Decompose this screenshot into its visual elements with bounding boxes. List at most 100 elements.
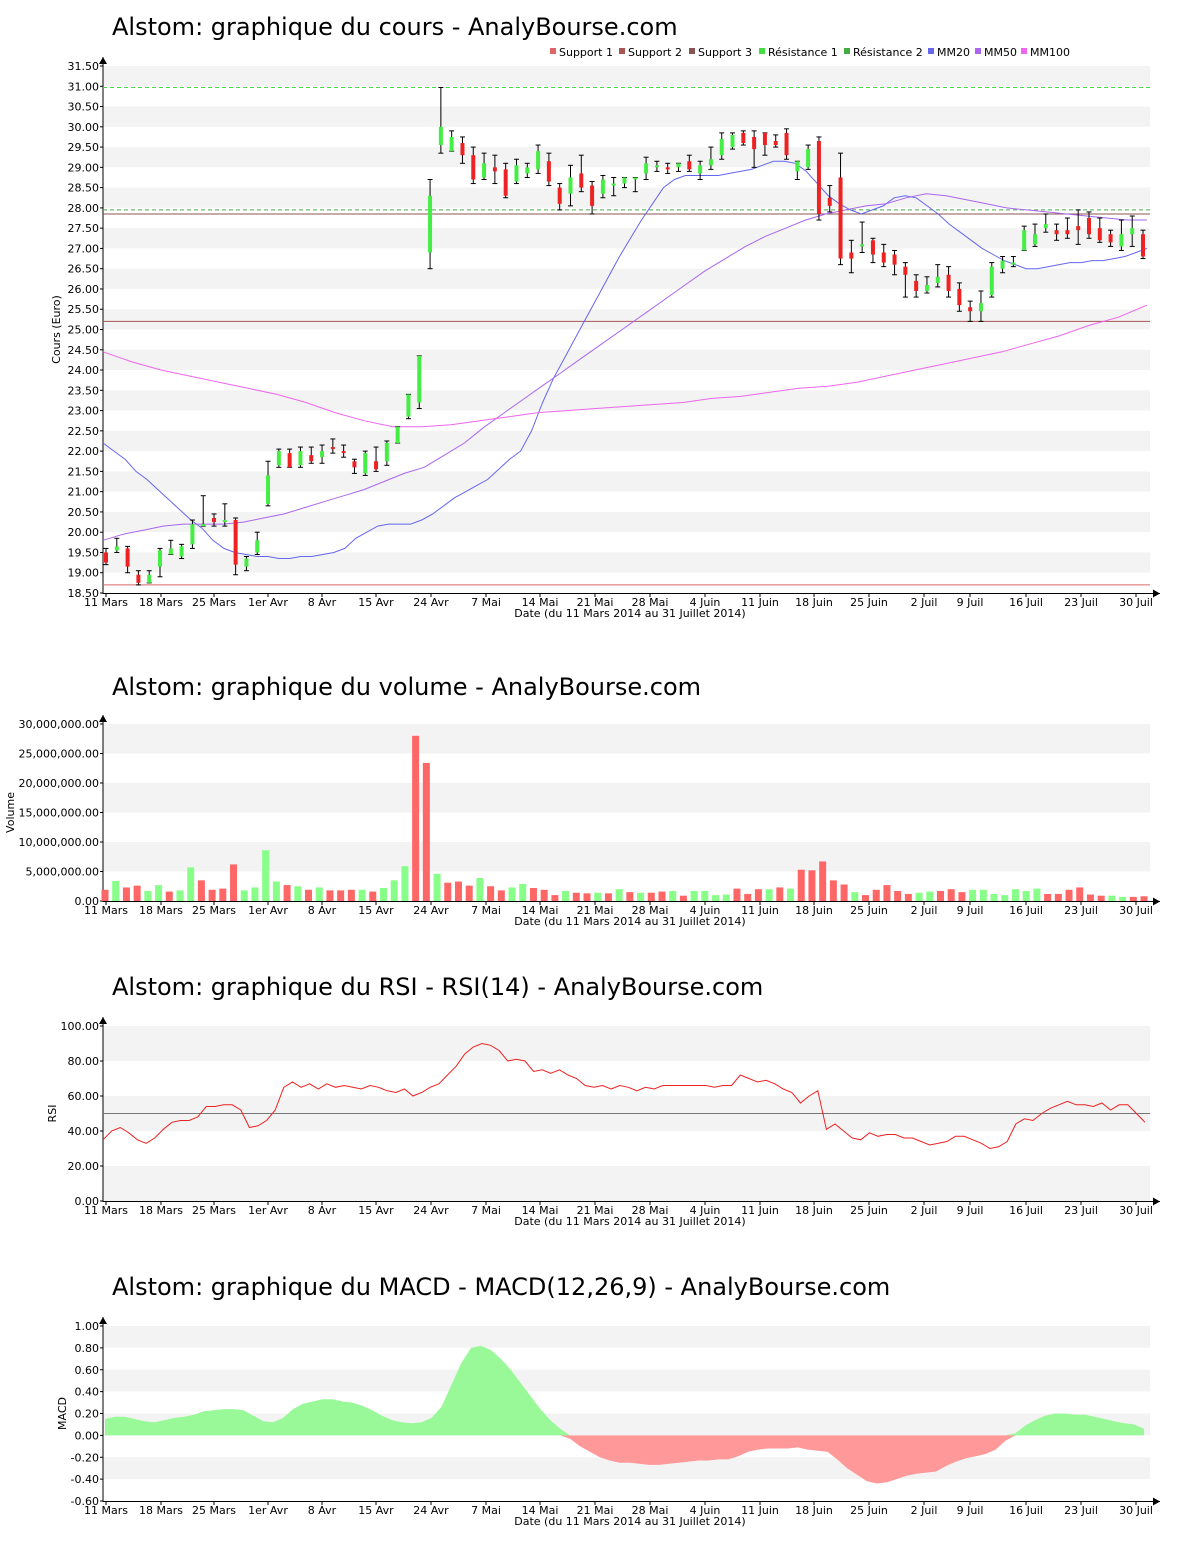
x-tick-label: 2 Juil [911,596,938,609]
candle-body [665,167,670,170]
volume-bar [315,887,323,901]
candle-body [406,394,411,417]
candle-body [622,177,627,184]
candle-body [978,303,983,312]
volume-bar [862,895,870,901]
candle-body [1086,218,1091,235]
x-axis-arrow [1153,589,1160,598]
volume-bar [444,882,452,901]
plot-band [103,552,1150,573]
candle-body [752,136,757,150]
x-tick-label: 30 Juil [1119,904,1153,917]
plot-band [103,126,1150,148]
legend-label: MM100 [1030,46,1070,59]
x-tick-label: 18 Mars [139,904,183,917]
x-tick-label: 30 Juil [1119,1504,1153,1517]
candle-body [266,475,271,504]
volume-bar [637,892,645,901]
x-axis-title: Date (du 11 Mars 2014 au 31 Juillet 2014… [514,607,745,620]
volume-bar [583,893,591,901]
y-tick-label: 40.00 [68,1125,100,1138]
volume-bar [101,889,109,901]
legend-swatch [844,48,850,54]
candle-body [849,252,854,259]
x-tick-label: 11 Mars [84,1204,128,1217]
x-tick-label: 30 Juil [1119,1204,1153,1217]
plot-band [103,309,1150,330]
plot-band [103,532,1150,553]
candle-body [1032,234,1037,245]
volume-bar [305,889,313,901]
x-tick-label: 11 Juin [741,1504,779,1517]
y-tick-label: 0.60 [75,1364,100,1377]
volume-bar [744,893,752,901]
plot-band [103,268,1150,289]
candle-body [158,550,163,567]
plot-band [103,228,1150,249]
candle-body [568,177,573,194]
candle-body [935,276,940,283]
x-tick-label: 14 Mai [522,1204,559,1217]
x-tick-label: 14 Mai [522,1504,559,1517]
volume-bar [894,890,902,901]
y-tick-label: 0.40 [75,1386,100,1399]
y-tick-label: 20,000,000.00 [19,777,99,790]
volume-bar [337,890,345,901]
candle-body [676,163,681,168]
x-tick-label: 4 Juin [690,596,721,609]
plot-band [103,753,1150,783]
x-axis-arrow [1153,1497,1160,1506]
rsi-line [102,1042,1146,1150]
x-tick-label: 8 Avr [308,904,337,917]
volume-bar [412,735,420,901]
plot-band [103,842,1150,872]
volume-bar [1011,889,1019,901]
y-tick-label: -0.20 [71,1451,99,1464]
candle-body [428,195,433,253]
x-tick-label: 25 Mars [192,1504,236,1517]
volume-bar [647,892,655,901]
volume-bar [947,889,955,901]
x-tick-label: 25 Juin [850,1504,888,1517]
x-tick-label: 25 Mars [192,596,236,609]
x-axis-title: Date (du 11 Mars 2014 au 31 Juillet 2014… [514,1515,745,1528]
candle-body [946,274,951,291]
legend-swatch [975,48,981,54]
volume-bar [819,861,827,901]
candle-body [687,161,692,170]
volume-bar [422,762,430,901]
x-tick-label: 23 Juil [1064,1204,1098,1217]
candle-body [644,163,649,174]
volume-bar [936,890,944,901]
candle-body [104,552,108,563]
candle-body [892,254,897,265]
x-tick-label: 23 Juil [1064,1504,1098,1517]
volume-bar [283,885,291,901]
candle-body [1141,234,1145,257]
mm100-line [102,304,1148,428]
plot-band [103,66,1150,87]
volume-chart-title: Alstom: graphique du volume - AnalyBours… [112,673,701,701]
candle-body [1130,228,1135,235]
x-tick-label: 9 Juil [957,596,984,609]
candle-body [212,518,217,523]
volume-bar [787,888,795,901]
plot-band [103,390,1150,411]
y-tick-label: 19.50 [68,546,100,559]
volume-bar [690,890,698,901]
volume-bar [872,889,880,901]
y-tick-label: -0.40 [71,1473,99,1486]
plot-band [103,147,1150,168]
volume-bar [379,888,387,901]
plot-band [103,471,1150,492]
x-tick-label: 18 Mars [139,1204,183,1217]
candle-body [1000,260,1005,269]
volume-bar [797,869,805,901]
volume-bar [433,873,441,901]
y-tick-label: 28.00 [68,202,100,215]
candle-body [233,520,238,565]
volume-bar [251,887,259,901]
candle-body [989,266,994,296]
y-tick-label: 29.00 [68,161,100,174]
candle-body [784,132,789,156]
